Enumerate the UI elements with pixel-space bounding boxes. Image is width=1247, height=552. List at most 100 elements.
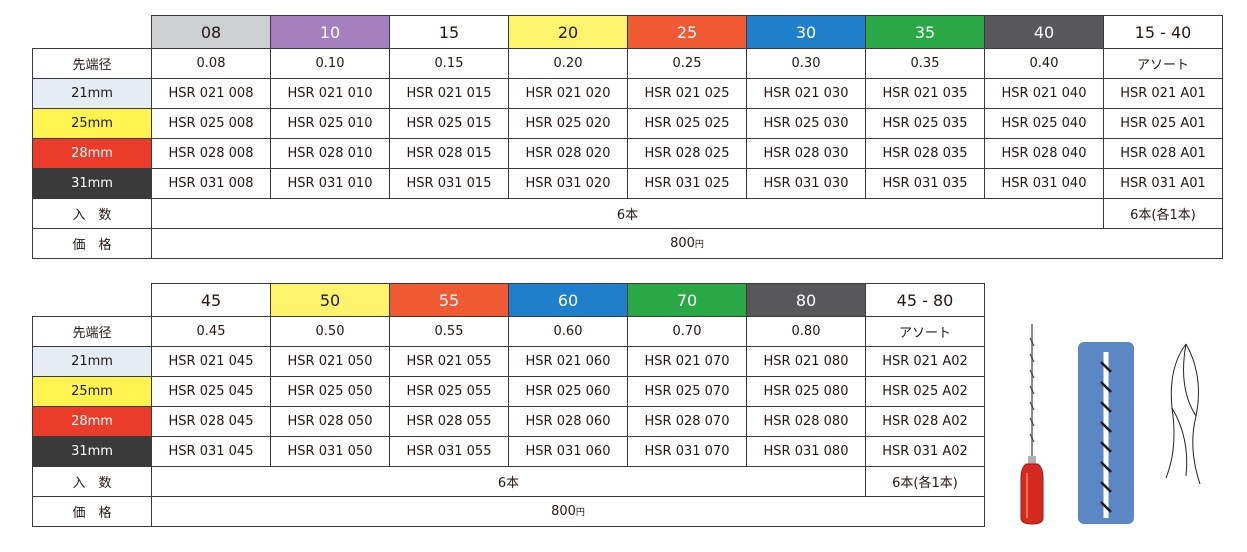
product-code-cell: HSR 021 A01 [1103,78,1223,109]
product-code-cell: HSR 021 025 [627,78,747,109]
product-code-cell: HSR 031 A02 [865,436,985,467]
product-code-cell: HSR 025 A01 [1103,108,1223,139]
size-header-cell: 80 [746,283,866,317]
size-header-cell: 50 [270,283,390,317]
product-code-cell: HSR 025 080 [746,376,866,407]
product-code-cell: HSR 031 060 [508,436,628,467]
product-code-cell: HSR 028 045 [151,406,271,437]
product-code-cell: HSR 031 055 [389,436,509,467]
diameter-cell: アソート [1103,48,1223,79]
product-code-cell: HSR 025 055 [389,376,509,407]
quantity-assort-value: 6本(各1本) [1103,198,1223,229]
diameter-cell: 0.20 [508,48,628,79]
product-code-cell: HSR 021 015 [389,78,509,109]
size-header-cell: 60 [508,283,628,317]
size-header-cell: 55 [389,283,509,317]
product-code-cell: HSR 031 030 [746,168,866,199]
product-table-sizes-08-40: 08 10 15 20 25 30 35 40 15 - 40 先端径 0.08… [32,15,1223,259]
product-code-cell: HSR 028 055 [389,406,509,437]
product-code-cell: HSR 028 035 [865,138,985,169]
diameter-cell: 0.60 [508,316,628,347]
file-instrument-image [1020,324,1044,525]
price-value: 800 [551,504,576,519]
file-closeup-panel [1078,342,1134,524]
product-code-cell: HSR 021 045 [151,346,271,377]
length-label: 25mm [32,376,152,407]
diameter-cell: 0.35 [865,48,985,79]
size-header-cell: 20 [508,15,628,49]
quantity-row: 入 数 6本 6本(各1本) [32,198,1223,229]
product-code-cell: HSR 025 050 [270,376,390,407]
product-code-cell: HSR 028 A02 [865,406,985,437]
product-code-cell: HSR 028 010 [270,138,390,169]
product-code-cell: HSR 021 010 [270,78,390,109]
length-row-21mm: 21mm HSR 021 008 HSR 021 010 HSR 021 015… [32,78,1223,109]
diameter-cell: 0.10 [270,48,390,79]
price-cell: 800円 [151,496,985,527]
product-code-cell: HSR 031 010 [270,168,390,199]
diameter-cell: 0.30 [746,48,866,79]
size-header-cell: 15 [389,15,509,49]
length-row-25mm: 25mm HSR 025 008 HSR 025 010 HSR 025 015… [32,108,1223,139]
product-code-cell: HSR 031 035 [865,168,985,199]
corner-cell [32,283,152,317]
length-label: 25mm [32,108,152,139]
file-tip-cross-section-sketch [1165,343,1201,485]
price-cell: 800円 [151,228,1223,259]
product-code-cell: HSR 028 060 [508,406,628,437]
tip-diameter-row: 先端径 0.08 0.10 0.15 0.20 0.25 0.30 0.35 0… [32,48,1223,79]
product-code-cell: HSR 028 080 [746,406,866,437]
length-row-28mm: 28mm HSR 028 008 HSR 028 010 HSR 028 015… [32,138,1223,169]
product-code-cell: HSR 028 030 [746,138,866,169]
product-code-cell: HSR 028 040 [984,138,1104,169]
quantity-value: 6本 [151,466,866,497]
length-label: 31mm [32,168,152,199]
diameter-cell: 0.50 [270,316,390,347]
endodontic-file-illustration [1020,324,1201,525]
quantity-label: 入 数 [32,466,152,497]
product-code-cell: HSR 025 040 [984,108,1104,139]
product-code-cell: HSR 028 015 [389,138,509,169]
product-code-cell: HSR 028 070 [627,406,747,437]
length-label: 21mm [32,78,152,109]
product-code-cell: HSR 031 A01 [1103,168,1223,199]
size-header-cell: 45 - 80 [865,283,985,317]
price-unit: 円 [575,508,585,518]
price-unit: 円 [694,240,704,250]
product-code-cell: HSR 021 030 [746,78,866,109]
corner-cell [32,15,152,49]
diameter-cell: 0.15 [389,48,509,79]
tip-diameter-label: 先端径 [32,316,152,347]
product-code-cell: HSR 025 008 [151,108,271,139]
product-code-cell: HSR 025 020 [508,108,628,139]
product-code-cell: HSR 028 020 [508,138,628,169]
diameter-cell: 0.25 [627,48,747,79]
product-code-cell: HSR 031 025 [627,168,747,199]
price-label: 価 格 [32,228,152,259]
diameter-cell: 0.55 [389,316,509,347]
product-code-cell: HSR 025 025 [627,108,747,139]
price-label: 価 格 [32,496,152,527]
product-code-cell: HSR 028 008 [151,138,271,169]
product-code-cell: HSR 021 060 [508,346,628,377]
quantity-assort-value: 6本(各1本) [865,466,985,497]
size-header-cell: 30 [746,15,866,49]
length-row-31mm: 31mm HSR 031 045 HSR 031 050 HSR 031 055… [32,436,985,467]
product-code-cell: HSR 025 015 [389,108,509,139]
length-label: 28mm [32,138,152,169]
size-header-cell: 15 - 40 [1103,15,1223,49]
price-row: 価 格 800円 [32,228,1223,259]
size-header-cell: 10 [270,15,390,49]
product-code-cell: HSR 021 040 [984,78,1104,109]
diameter-cell: アソート [865,316,985,347]
product-code-cell: HSR 021 A02 [865,346,985,377]
diameter-cell: 0.08 [151,48,271,79]
product-code-cell: HSR 025 A02 [865,376,985,407]
quantity-label: 入 数 [32,198,152,229]
size-header-cell: 25 [627,15,747,49]
product-code-cell: HSR 031 015 [389,168,509,199]
product-code-cell: HSR 031 045 [151,436,271,467]
product-code-cell: HSR 025 030 [746,108,866,139]
product-code-cell: HSR 021 020 [508,78,628,109]
diameter-cell: 0.40 [984,48,1104,79]
